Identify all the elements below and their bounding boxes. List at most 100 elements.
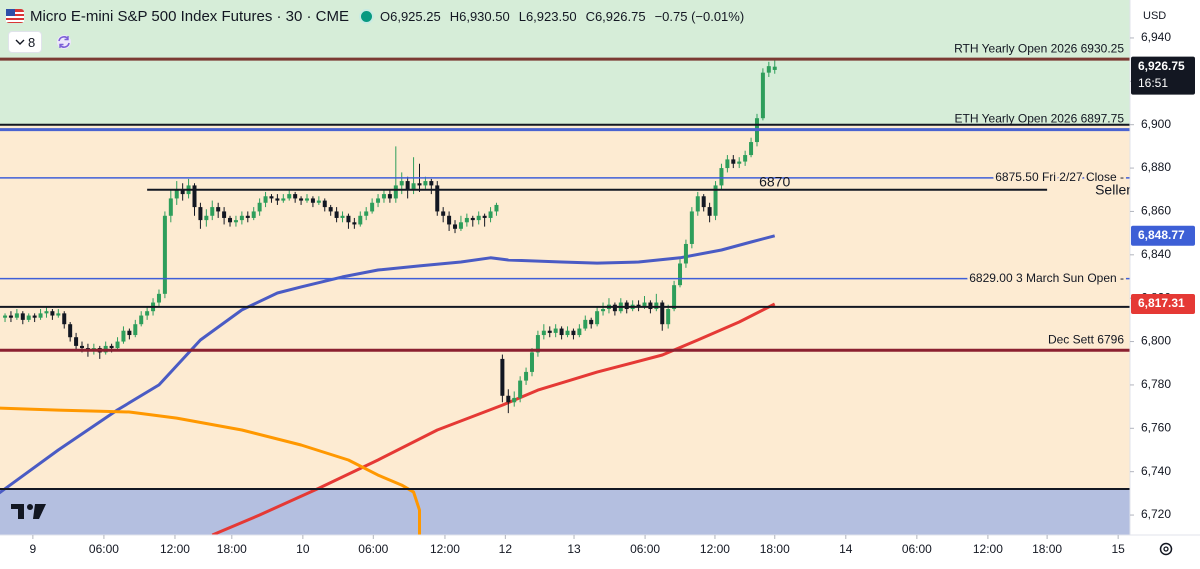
x-tick-label: 06:00	[630, 542, 660, 556]
candle-body	[8, 315, 13, 318]
flag-icon	[6, 9, 24, 23]
candle-body	[689, 211, 694, 244]
candle-body	[411, 183, 416, 190]
candle-body	[547, 330, 552, 333]
candle-body	[518, 380, 523, 398]
indicator-row: 8	[8, 31, 74, 53]
candle-body	[127, 330, 132, 336]
y-tick-label: 6,880	[1141, 160, 1171, 174]
candle-body	[500, 358, 505, 396]
time-axis	[0, 535, 1130, 569]
x-tick-label: 12:00	[430, 542, 460, 556]
candle-body	[168, 198, 173, 216]
candle-body	[423, 181, 428, 186]
candle-body	[417, 183, 422, 186]
price-axis	[1130, 0, 1200, 569]
zone	[0, 0, 1130, 125]
x-tick-label: 12	[499, 542, 513, 556]
x-tick-label: 12:00	[160, 542, 190, 556]
price-tag	[1131, 294, 1195, 315]
candle-body	[488, 211, 493, 218]
candle-body	[370, 202, 375, 212]
x-tick-label: 06:00	[902, 542, 932, 556]
candle-body	[14, 313, 19, 318]
y-tick-label: 6,740	[1141, 464, 1171, 478]
y-tick-label: 6,760	[1141, 420, 1171, 434]
candle-body	[482, 215, 487, 218]
candle-body	[376, 198, 381, 203]
symbol-title: Micro E-mini S&P 500 Index Futures · 30 …	[30, 7, 349, 25]
candle-body	[364, 211, 369, 216]
candle-body	[245, 215, 250, 218]
y-tick-label: 6,940	[1141, 30, 1171, 44]
candle-body	[156, 293, 161, 303]
y-tick-label: 6,900	[1141, 117, 1171, 131]
candle-body	[358, 215, 363, 225]
candle-body	[464, 217, 469, 223]
candle-body	[228, 217, 233, 223]
candle-body	[310, 198, 315, 203]
candle-body	[322, 200, 327, 208]
candle-body	[68, 324, 73, 338]
x-tick-label: 12:00	[973, 542, 1003, 556]
candle-body	[44, 311, 49, 314]
price-level-label: 6829.00 3 March Sun Open -	[969, 271, 1124, 285]
settings-button[interactable]	[1159, 542, 1173, 556]
candle-body	[180, 189, 185, 195]
candle-body	[660, 302, 665, 325]
refresh-button[interactable]	[54, 32, 74, 52]
x-tick-label: 18:00	[1032, 542, 1062, 556]
candle-body	[743, 155, 748, 162]
price-level-label: Dec Sett 6796	[1048, 332, 1124, 346]
candle-body	[162, 215, 167, 294]
indicator-toggle[interactable]: 8	[8, 31, 43, 53]
candle-body	[707, 207, 712, 216]
candle-body	[583, 319, 588, 329]
candle-body	[654, 302, 659, 310]
candle-body	[553, 328, 558, 333]
tv-logo	[11, 504, 46, 519]
price-level-label: RTH Yearly Open 2026 6930.25	[954, 41, 1124, 55]
candle-body	[678, 263, 683, 286]
moving-average-line	[0, 234, 776, 495]
candle-body	[399, 181, 404, 186]
price-tag	[1131, 225, 1195, 246]
price-level-label: 6870	[759, 173, 790, 189]
candle-body	[713, 185, 718, 216]
ohlc-change: −0.75 (−0.01%)	[654, 8, 745, 24]
candle-body	[133, 324, 138, 336]
candle-body	[269, 196, 274, 199]
x-tick-label: 14	[839, 542, 853, 556]
candle-body	[74, 337, 79, 346]
candle-body	[441, 211, 446, 216]
candle-body	[601, 309, 606, 312]
candle-body	[393, 185, 398, 199]
candle-body	[263, 196, 268, 203]
plot-area: RTH Yearly Open 2026 6930.25 ETH Yearly O…	[0, 0, 1131, 535]
candle-body	[287, 194, 292, 199]
candle-body	[198, 207, 203, 221]
candle-body	[642, 302, 647, 307]
candle-body	[210, 207, 215, 216]
price-tag	[1131, 56, 1195, 95]
market-status	[359, 8, 374, 24]
candle-body	[257, 202, 262, 212]
candle-body	[405, 181, 410, 190]
candle-body	[139, 315, 144, 325]
candle-body	[541, 330, 546, 336]
y-tick-label: 6,800	[1141, 334, 1171, 348]
candle-body	[624, 302, 629, 310]
candle-body	[109, 345, 114, 349]
candle-body	[453, 224, 458, 229]
x-tick-label: 9	[30, 542, 37, 556]
price-level-note: Seller	[1095, 181, 1131, 197]
candle-body	[340, 215, 345, 218]
candle-body	[683, 243, 688, 264]
candle-body	[701, 196, 706, 208]
candle-body	[672, 285, 677, 310]
candle-body	[381, 194, 386, 199]
candle-body	[772, 66, 777, 70]
candle-body	[216, 207, 221, 212]
candle-body	[760, 72, 765, 119]
